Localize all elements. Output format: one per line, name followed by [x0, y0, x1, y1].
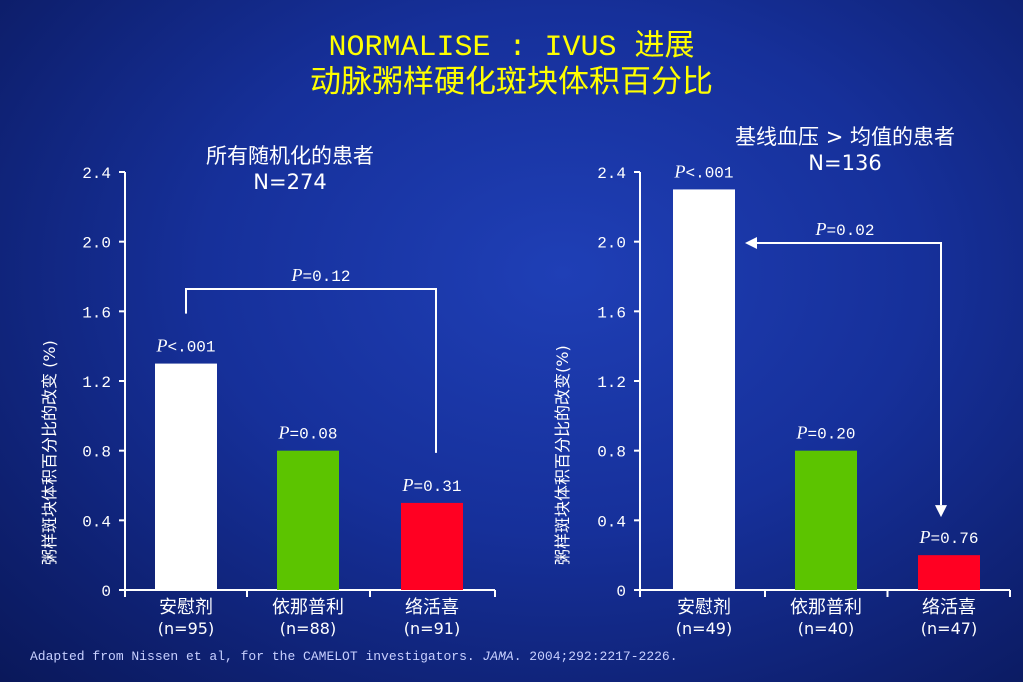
- left-bar-1: [155, 363, 217, 590]
- right-category-label-2: 依那普利: [790, 597, 862, 618]
- left-y-tick-label: 2.4: [82, 165, 111, 183]
- right-bar-3: [918, 555, 980, 590]
- footnote-journal: JAMA: [482, 649, 514, 664]
- left-comparison-bracket: [185, 288, 437, 453]
- right-subtitle-text: 基线血压 > 均值的患者: [735, 125, 955, 149]
- right-y-tick-label: 2.0: [597, 235, 626, 253]
- footnote-suffix: . 2004;292:2217-2226.: [513, 649, 678, 664]
- left-category-n-1: (n=95): [158, 619, 214, 638]
- right-n-label: N=136: [808, 151, 882, 175]
- title-line-2: 动脉粥样硬化斑块体积百分比: [310, 64, 713, 100]
- left-category-n-2: (n=88): [280, 619, 336, 638]
- right-subtitle: 基线血压 > 均值的患者 N=136: [690, 124, 1000, 176]
- right-comparison-line: [755, 242, 942, 506]
- left-comparison-p-label: P=0.12: [290, 265, 350, 286]
- right-y-tick-label: 1.6: [597, 304, 626, 322]
- right-bar-p-label-2: P=0.20: [795, 423, 855, 444]
- left-y-tick-label: 0.4: [82, 513, 111, 531]
- left-y-tick-label: 0.8: [82, 444, 111, 462]
- source-footnote: Adapted from Nissen et al, for the CAMEL…: [30, 649, 678, 664]
- left-bar-2: [277, 450, 339, 590]
- left-category-label-3: 络活喜: [405, 597, 459, 618]
- right-category-label-3: 络活喜: [922, 597, 976, 618]
- right-comparison-arrowhead-down: [935, 505, 947, 518]
- right-category-label-1: 安慰剂: [677, 597, 731, 618]
- left-bar-p-label-3: P=0.31: [401, 475, 461, 496]
- right-comparison-arrowhead-left: [745, 237, 757, 249]
- left-bar-p-label-1: P<.001: [155, 336, 215, 357]
- left-y-tick-label: 1.6: [82, 304, 111, 322]
- right-y-tick-label: 0.8: [597, 444, 626, 462]
- right-bar-2: [795, 450, 857, 590]
- left-y-tick-label: 1.2: [82, 374, 111, 392]
- left-n-label: N=274: [253, 170, 327, 194]
- right-bar-p-label-1: P<.001: [673, 161, 733, 182]
- right-y-tick-label: 0.4: [597, 513, 626, 531]
- left-y-tick-label: 2.0: [82, 235, 111, 253]
- right-bar-p-label-3: P=0.76: [918, 527, 978, 548]
- left-category-n-3: (n=91): [404, 619, 460, 638]
- left-bar-3: [401, 502, 463, 590]
- footnote-prefix: Adapted from Nissen et al, for the CAMEL…: [30, 649, 483, 664]
- left-subtitle-text: 所有随机化的患者: [206, 144, 374, 168]
- right-y-tick-label: 2.4: [597, 165, 626, 183]
- title-line-1: NORMALISE : IVUS 进展: [328, 31, 695, 65]
- right-y-tick-label: 1.2: [597, 374, 626, 392]
- left-subtitle: 所有随机化的患者 N=274: [150, 143, 430, 195]
- left-bar-p-label-2: P=0.08: [277, 423, 337, 444]
- right-bar-1: [673, 189, 735, 590]
- left-y-tick-label: 0: [101, 583, 111, 601]
- left-category-label-2: 依那普利: [272, 597, 344, 618]
- right-category-n-1: (n=49): [676, 619, 732, 638]
- right-category-n-3: (n=47): [921, 619, 977, 638]
- right-y-tick-label: 0: [616, 583, 626, 601]
- right-category-n-2: (n=40): [798, 619, 854, 638]
- right-comparison-p-label: P=0.02: [814, 219, 874, 240]
- left-category-label-1: 安慰剂: [159, 597, 213, 618]
